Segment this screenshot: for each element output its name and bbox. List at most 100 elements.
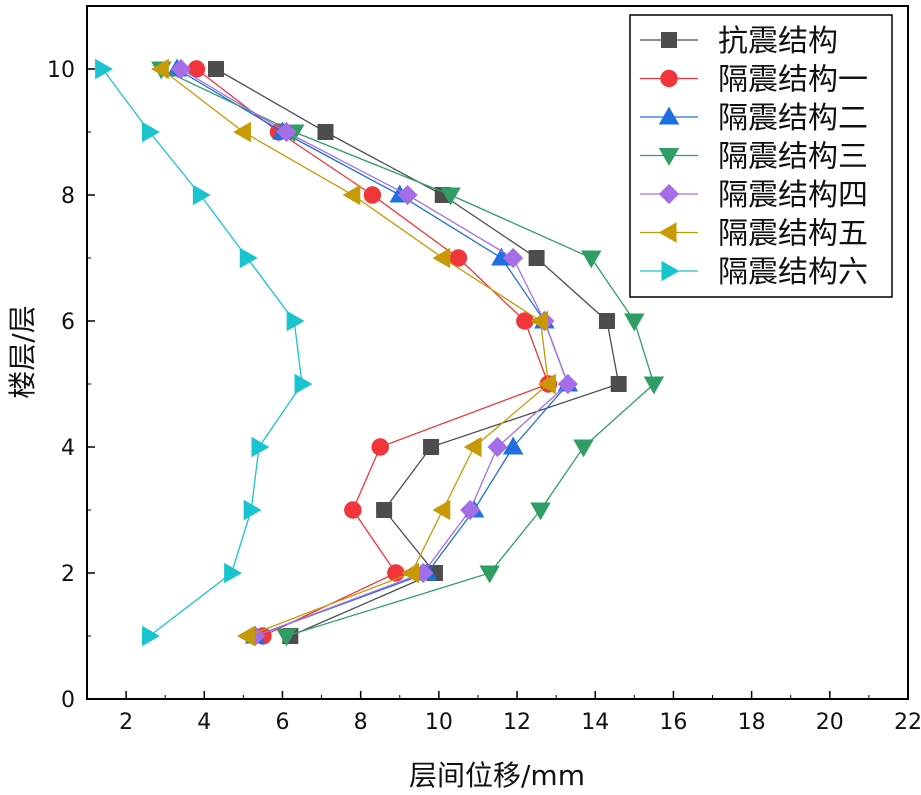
y-axis-title: 楼层/层 <box>6 305 39 398</box>
data-point <box>286 310 305 332</box>
data-point <box>440 187 461 206</box>
data-point <box>502 436 524 455</box>
data-point <box>170 58 191 80</box>
series-1 <box>208 61 627 644</box>
data-point <box>376 502 393 518</box>
legend-item: 抗震结构 <box>640 24 838 59</box>
series-layer <box>95 58 665 647</box>
data-point <box>610 376 627 392</box>
data-point <box>294 373 313 395</box>
x-tick-label: 4 <box>197 710 211 735</box>
data-point <box>573 439 594 458</box>
legend-item: 隔震结构三 <box>640 140 868 175</box>
series-line <box>215 68 620 637</box>
x-tick-label: 14 <box>581 710 609 735</box>
y-tick-label: 0 <box>61 688 75 713</box>
data-point <box>463 436 482 458</box>
tick-layer: 2 4 6 8 10 12 14 16 18 20 22 0 2 4 6 8 10 <box>47 5 921 735</box>
data-point <box>401 562 420 584</box>
data-point <box>487 436 508 458</box>
data-point <box>530 310 549 332</box>
data-point <box>342 184 361 206</box>
x-tick-label: 2 <box>119 710 133 735</box>
y-tick-label: 6 <box>61 310 75 335</box>
data-point <box>537 373 556 395</box>
data-point <box>397 184 418 206</box>
series-line <box>161 68 655 637</box>
data-point <box>251 436 270 458</box>
data-point <box>423 439 440 455</box>
x-tick-label: 16 <box>659 710 687 735</box>
data-point <box>142 625 160 647</box>
x-tick-label: 8 <box>354 710 368 735</box>
y-tick-label: 2 <box>61 562 75 587</box>
data-point <box>432 247 451 269</box>
x-tick-label: 10 <box>425 710 453 735</box>
data-point <box>624 313 645 332</box>
data-point <box>236 625 255 647</box>
legend-label: 隔震结构五 <box>718 217 868 252</box>
legend-label: 隔震结构二 <box>718 101 868 136</box>
legend-label: 隔震结构六 <box>718 255 868 290</box>
series-line <box>180 68 569 637</box>
legend-marker <box>658 106 680 125</box>
data-point <box>363 186 382 204</box>
data-point <box>192 184 211 206</box>
data-point <box>317 124 334 140</box>
series-line <box>176 68 569 637</box>
x-tick-label: 20 <box>816 710 844 735</box>
series-3 <box>166 58 579 644</box>
data-point <box>432 499 451 521</box>
data-point <box>530 502 551 521</box>
data-point <box>232 121 251 143</box>
x-tick-label: 12 <box>503 710 531 735</box>
series-4 <box>151 61 665 647</box>
legend-marker <box>658 222 677 243</box>
data-point <box>142 121 160 143</box>
series-5 <box>170 58 578 647</box>
legend-item: 隔震结构五 <box>640 217 868 252</box>
legend-label: 抗震结构 <box>718 24 838 59</box>
legend-marker <box>661 32 677 48</box>
series-line <box>102 68 303 637</box>
legend-label: 隔震结构三 <box>718 140 868 175</box>
data-point <box>208 61 225 77</box>
x-tick-label: 18 <box>738 710 766 735</box>
data-point <box>276 121 297 143</box>
legend-marker <box>658 147 680 166</box>
x-tick-label: 22 <box>894 710 921 735</box>
legend-item: 隔震结构二 <box>640 101 868 136</box>
y-tick-label: 8 <box>61 184 75 209</box>
data-point <box>528 250 545 266</box>
series-6 <box>150 58 556 647</box>
x-axis-title: 层间位移/mm <box>409 759 585 792</box>
legend-item: 隔震结构六 <box>640 255 868 290</box>
data-point <box>479 565 500 584</box>
plot-frame <box>86 5 909 700</box>
data-point <box>503 247 524 269</box>
data-point <box>598 313 615 329</box>
legend-label: 隔震结构一 <box>718 63 868 98</box>
data-point <box>557 373 578 395</box>
series-2 <box>187 60 558 645</box>
data-point <box>371 438 389 456</box>
x-tick-label: 6 <box>275 710 289 735</box>
series-line <box>196 68 550 637</box>
data-point <box>460 499 481 521</box>
legend-marker <box>661 260 680 282</box>
data-point <box>643 376 665 395</box>
series-line <box>160 68 550 637</box>
y-tick-label: 4 <box>61 436 75 461</box>
data-point <box>243 499 262 521</box>
legend-item: 隔震结构四 <box>640 178 868 213</box>
data-point <box>276 628 297 647</box>
data-point <box>224 562 243 584</box>
legend-marker <box>658 183 680 205</box>
series-7 <box>95 58 313 647</box>
data-point <box>95 58 114 80</box>
data-point <box>239 247 258 269</box>
data-point <box>344 501 362 519</box>
data-point <box>581 250 602 269</box>
